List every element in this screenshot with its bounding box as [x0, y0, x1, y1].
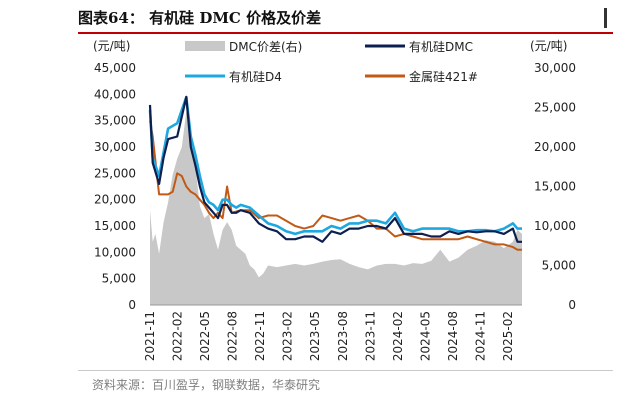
- x-axis-ticks: 2021-11 2022-02 2022-05 2022-08 2022-11 2023-…: [143, 311, 515, 361]
- x-tick-label: 2024-02: [391, 311, 405, 361]
- chart-title: 图表64： 有机硅 DMC 价格及价差: [78, 9, 322, 27]
- left-tick-label: 10,000: [94, 245, 136, 259]
- left-tick-label: 35,000: [94, 114, 136, 128]
- right-tick-label: 25,000: [534, 101, 576, 115]
- x-tick-label: 2021-11: [143, 311, 157, 361]
- source-note: 资料来源：百川盈孚，钢联数据，华泰研究: [92, 378, 321, 392]
- x-tick-label: 2023-11: [363, 311, 377, 361]
- x-tick-label: 2024-05: [418, 311, 432, 361]
- left-tick-label: 30,000: [94, 140, 136, 154]
- series-silicon-line: [149, 120, 522, 251]
- right-tick-label: 5,000: [542, 259, 576, 273]
- x-tick-label: 2022-08: [226, 311, 240, 361]
- x-tick-label: 2024-08: [446, 311, 460, 361]
- right-tick-label: 10,000: [534, 219, 576, 233]
- right-tick-label: 15,000: [534, 180, 576, 194]
- left-tick-label: 0: [128, 298, 136, 312]
- legend: DMC价差(右) 有机硅DMC 有机硅D4 金属硅421#: [185, 39, 478, 84]
- x-tick-label: 2024-11: [473, 311, 487, 361]
- right-axis-unit: (元/吨): [530, 39, 567, 53]
- x-tick-label: 2022-02: [171, 311, 185, 361]
- x-tick-label: 2022-05: [198, 311, 212, 361]
- series-d4-line: [148, 95, 522, 236]
- left-tick-label: 45,000: [94, 61, 136, 75]
- series-dmc-line: [148, 95, 522, 243]
- legend-label: 有机硅DMC: [409, 40, 473, 54]
- right-axis-ticks: 0 5,000 10,000 15,000 20,000 25,000 30,000: [534, 61, 576, 312]
- left-tick-label: 15,000: [94, 219, 136, 233]
- left-tick-label: 40,000: [94, 87, 136, 101]
- x-tick-label: 2023-08: [336, 311, 350, 361]
- legend-label: 金属硅421#: [409, 69, 478, 84]
- right-tick-label: 30,000: [534, 61, 576, 75]
- series-dmc-spread-area: [150, 111, 522, 305]
- left-tick-label: 20,000: [94, 193, 136, 207]
- legend-label: DMC价差(右): [229, 39, 302, 54]
- right-tick-label: 20,000: [534, 140, 576, 154]
- left-axis-ticks: 0 5,000 10,000 15,000 20,000 25,000 30,000 35,0…: [94, 61, 136, 312]
- x-tick-label: 2023-02: [281, 311, 295, 361]
- x-tick-label: 2023-05: [308, 311, 322, 361]
- legend-swatch: [185, 41, 225, 51]
- legend-label: 有机硅D4: [229, 70, 282, 84]
- corner-mark: [604, 8, 607, 28]
- plot-area: [148, 95, 522, 306]
- right-tick-label: 0: [568, 298, 576, 312]
- title-bar: 图表64： 有机硅 DMC 价格及价差: [78, 4, 613, 34]
- x-tick-label: 2022-11: [253, 311, 267, 361]
- x-tick-label: 2025-02: [501, 311, 515, 361]
- left-axis-unit: (元/吨): [93, 39, 130, 53]
- left-tick-label: 25,000: [94, 166, 136, 180]
- left-tick-label: 5,000: [102, 272, 136, 286]
- bottom-rule: [78, 370, 613, 371]
